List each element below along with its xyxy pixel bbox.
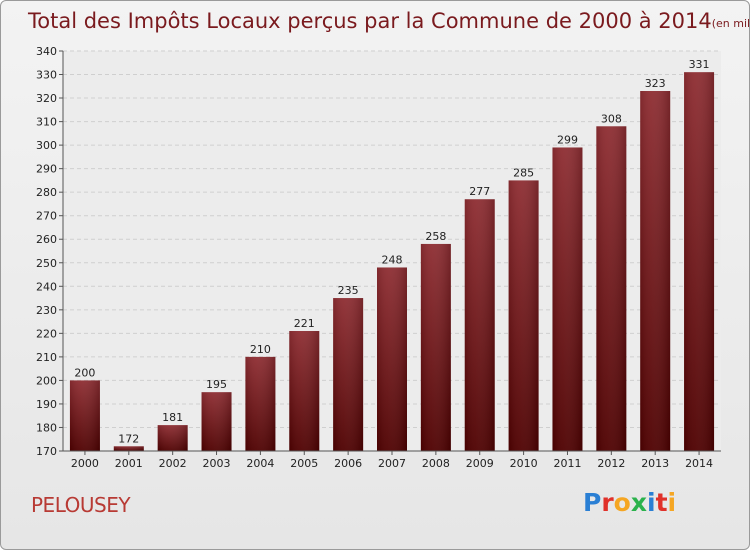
bar-shade: [552, 147, 583, 451]
x-tick-label: 2001: [115, 457, 143, 470]
y-tick-label: 230: [36, 304, 57, 317]
bar-shade: [333, 298, 364, 451]
bar-shade: [157, 425, 188, 451]
bar-shade: [420, 243, 451, 451]
bar-shade: [201, 392, 232, 451]
bar-shade: [684, 72, 715, 452]
y-tick-label: 340: [36, 45, 57, 58]
data-label: 331: [689, 58, 710, 71]
x-tick-label: 2000: [71, 457, 99, 470]
x-tick-label: 2003: [203, 457, 231, 470]
chart-title: Total des Impôts Locaux perçus par la Co…: [27, 9, 750, 33]
bar-shade: [596, 126, 627, 451]
x-tick-label: 2009: [466, 457, 494, 470]
y-tick-label: 220: [36, 327, 57, 340]
bar-shade: [113, 446, 144, 451]
y-tick-label: 190: [36, 398, 57, 411]
y-axis: 170 180 190 200 210 220 230 240 250 260 270 280 290 3…: [36, 45, 64, 458]
x-tick-label: 2008: [422, 457, 450, 470]
data-label: 308: [601, 112, 622, 125]
y-tick-label: 260: [36, 233, 57, 246]
bar-shade: [377, 267, 407, 451]
chart-title-unit: (en milliers d'€): [712, 17, 750, 30]
logo-letter: i: [647, 488, 656, 517]
bar-shade: [464, 199, 495, 451]
x-tick-label: 2006: [334, 457, 362, 470]
proxiti-logo: Proxiti: [583, 488, 676, 517]
bar-shade: [289, 331, 320, 451]
x-tick-label: 2011: [553, 457, 581, 470]
logo-letter: r: [601, 488, 614, 517]
y-tick-label: 330: [36, 69, 57, 82]
x-tick-label: 2005: [290, 457, 318, 470]
logo-letter: o: [613, 488, 631, 517]
x-tick-label: 2012: [597, 457, 625, 470]
bars: [69, 72, 715, 452]
bar-shade: [245, 356, 276, 451]
data-label: 248: [382, 253, 403, 266]
x-tick-label: 2014: [685, 457, 713, 470]
y-tick-label: 310: [36, 116, 57, 129]
data-label: 195: [206, 378, 227, 391]
x-tick-label: 2002: [159, 457, 187, 470]
commune-name: PELOUSEY: [31, 493, 131, 517]
data-label: 172: [118, 432, 139, 445]
data-label: 323: [645, 77, 666, 90]
y-tick-label: 320: [36, 92, 57, 105]
y-tick-label: 200: [36, 374, 57, 387]
x-axis: 2000 2001 2002 2003 2004 2005 2006 2007 2008 2009…: [63, 450, 721, 470]
value-labels: 200 172 181 195 210 221 235 248 258 277 285 299 308 3…: [74, 58, 709, 445]
data-label: 181: [162, 411, 183, 424]
x-tick-label: 2013: [641, 457, 669, 470]
y-tick-label: 270: [36, 210, 57, 223]
data-label: 221: [294, 317, 315, 330]
data-label: 200: [74, 366, 95, 379]
logo-letter: t: [655, 488, 668, 517]
data-label: 285: [513, 166, 534, 179]
y-tick-label: 300: [36, 139, 57, 152]
chart-title-main: Total des Impôts Locaux perçus par la Co…: [27, 9, 712, 33]
y-tick-label: 210: [36, 351, 57, 364]
x-tick-label: 2007: [378, 457, 406, 470]
bar-shade: [508, 180, 539, 452]
logo-letter: i: [667, 488, 677, 517]
y-tick-label: 170: [36, 445, 57, 458]
data-label: 235: [338, 284, 359, 297]
data-label: 258: [425, 230, 446, 243]
logo-letter: P: [583, 488, 602, 517]
bar-shade: [69, 380, 100, 451]
y-tick-label: 280: [36, 186, 57, 199]
y-tick-label: 240: [36, 280, 57, 293]
data-label: 299: [557, 133, 578, 146]
x-tick-label: 2004: [246, 457, 274, 470]
y-tick-label: 250: [36, 257, 57, 270]
bar-shade: [640, 91, 671, 451]
data-label: 277: [469, 185, 490, 198]
logo-letter: x: [630, 488, 647, 517]
x-tick-label: 2010: [510, 457, 538, 470]
y-tick-label: 180: [36, 421, 57, 434]
data-label: 210: [250, 343, 271, 356]
y-tick-label: 290: [36, 163, 57, 176]
